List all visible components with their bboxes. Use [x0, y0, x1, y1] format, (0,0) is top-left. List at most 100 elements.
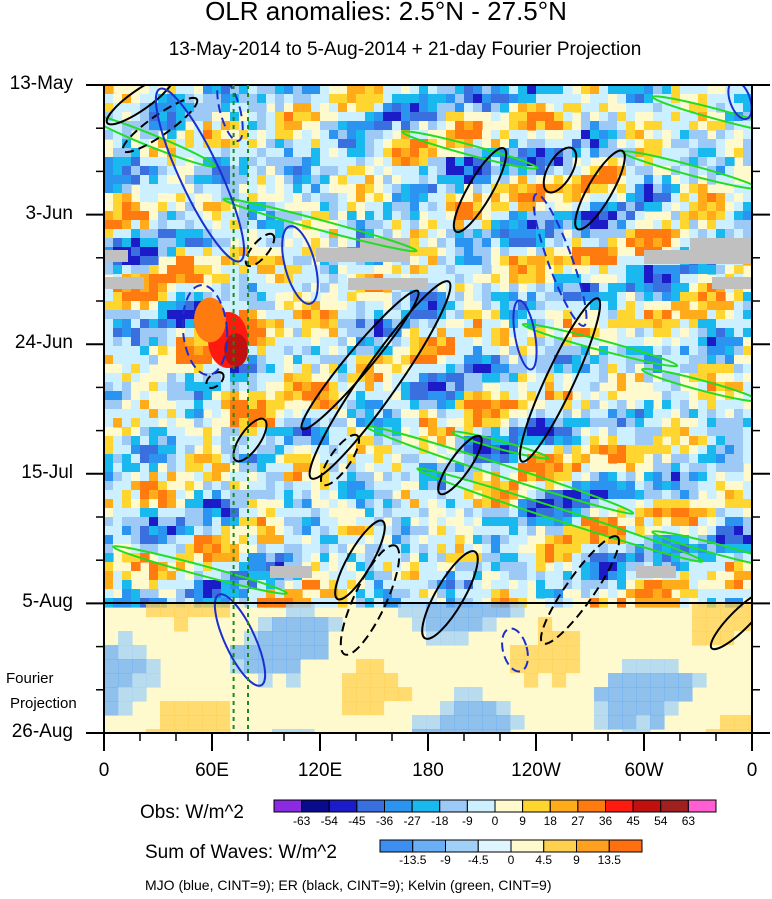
obs-cell	[194, 364, 204, 374]
obs-cell	[266, 517, 276, 527]
obs-cell	[392, 409, 402, 419]
obs-cell	[428, 427, 438, 437]
obs-cell	[401, 265, 411, 275]
obs-cell	[455, 247, 465, 257]
obs-cell	[536, 175, 546, 185]
obs-cell	[185, 238, 195, 248]
obs-cell	[662, 175, 672, 185]
obs-cell	[428, 256, 438, 266]
obs-cell	[644, 400, 654, 410]
obs-cell	[482, 238, 492, 248]
obs-cell	[707, 157, 717, 167]
obs-cell	[635, 580, 645, 590]
obs-cell	[572, 436, 582, 446]
obs-cell	[266, 418, 276, 428]
obs-cell	[734, 373, 744, 383]
obs-cell	[131, 409, 141, 419]
obs-cell	[248, 310, 258, 320]
obs-cell	[374, 535, 384, 545]
obs-cell	[257, 166, 267, 176]
obs-cell	[239, 364, 249, 374]
obs-cell	[446, 463, 456, 473]
obs-cell	[194, 373, 204, 383]
obs-cell	[455, 499, 465, 509]
obs-cell	[455, 355, 465, 365]
obs-cell	[635, 184, 645, 194]
obs-cell	[302, 202, 312, 212]
obs-cell	[140, 184, 150, 194]
sow-cell	[748, 701, 752, 716]
obs-cell	[437, 184, 447, 194]
obs-cell	[248, 274, 258, 284]
obs-cell	[275, 436, 285, 446]
obs-cell	[257, 310, 267, 320]
obs-cell	[545, 436, 555, 446]
obs-cell	[140, 427, 150, 437]
obs-cell	[581, 382, 591, 392]
obs-cell	[392, 301, 402, 311]
obs-cell	[212, 130, 222, 140]
obs-cell	[248, 256, 258, 266]
obs-cell	[401, 508, 411, 518]
sow-cell	[426, 729, 441, 733]
obs-cell	[275, 283, 285, 293]
obs-cell	[464, 193, 474, 203]
obs-cell	[626, 544, 636, 554]
obs-cell	[158, 112, 168, 122]
sow-colorbar-swatch	[412, 839, 446, 853]
obs-cell	[185, 544, 195, 554]
obs-cell	[266, 247, 276, 257]
obs-cell	[500, 562, 510, 572]
obs-cell	[698, 319, 708, 329]
obs-cell	[725, 562, 735, 572]
obs-cell	[284, 121, 294, 131]
obs-cell	[419, 184, 429, 194]
obs-cell	[419, 319, 429, 329]
obs-cell	[176, 418, 186, 428]
obs-cell	[257, 292, 267, 302]
obs-cell	[671, 535, 681, 545]
obs-cell	[347, 436, 357, 446]
obs-cell	[491, 301, 501, 311]
obs-cell	[365, 112, 375, 122]
obs-cell	[635, 292, 645, 302]
obs-cell	[518, 445, 528, 455]
obs-cell	[356, 454, 366, 464]
obs-cell	[545, 418, 555, 428]
obs-cell	[608, 211, 618, 221]
obs-cell	[383, 85, 393, 95]
obs-cell	[383, 355, 393, 365]
obs-cell	[356, 310, 366, 320]
obs-cell	[293, 283, 303, 293]
obs-cell	[707, 580, 717, 590]
obs-cell	[140, 265, 150, 275]
wave-contour	[501, 627, 529, 673]
obs-cell	[716, 328, 726, 338]
obs-cell	[428, 301, 438, 311]
obs-cell	[635, 130, 645, 140]
obs-cell	[104, 328, 114, 338]
obs-cell	[428, 247, 438, 257]
obs-cell	[257, 562, 267, 572]
obs-cell	[599, 580, 609, 590]
sow-cell	[188, 603, 203, 618]
obs-cell	[203, 463, 213, 473]
obs-cell	[275, 328, 285, 338]
obs-cell	[194, 103, 204, 113]
sow-cell	[174, 687, 189, 702]
obs-cell	[113, 418, 123, 428]
obs-cell	[482, 337, 492, 347]
obs-cell	[626, 238, 636, 248]
obs-cell	[572, 274, 582, 284]
obs-cell	[419, 490, 429, 500]
obs-cell	[230, 364, 240, 374]
obs-cell	[410, 337, 420, 347]
obs-cell	[536, 526, 546, 536]
obs-cell	[257, 544, 267, 554]
obs-cell	[410, 418, 420, 428]
obs-cell	[365, 535, 375, 545]
obs-cell	[311, 319, 321, 329]
obs-cell	[509, 382, 519, 392]
obs-cell	[383, 490, 393, 500]
obs-cell	[680, 508, 690, 518]
